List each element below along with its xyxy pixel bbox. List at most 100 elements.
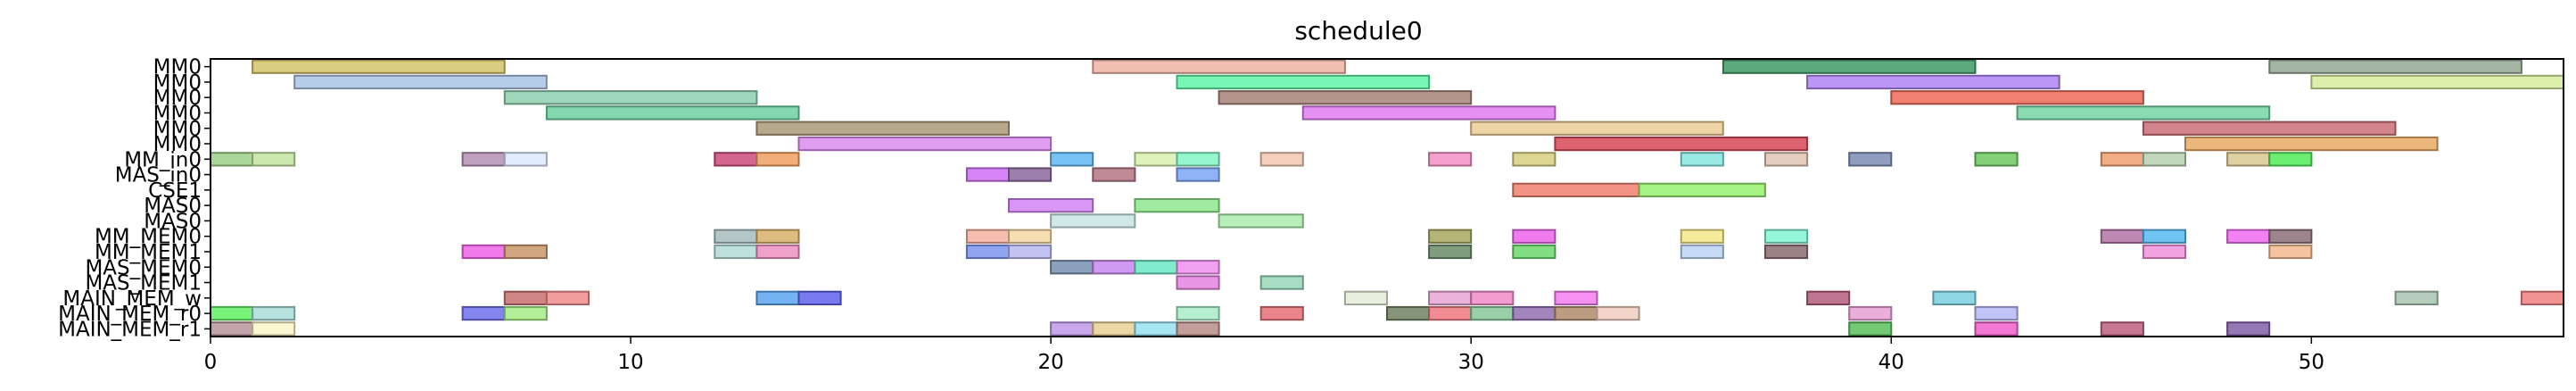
task-bar [461,152,506,167]
task-bar [1134,321,1178,337]
task-bar [1806,74,2060,90]
task-bar [503,290,548,306]
y-tick-label: MAS0 [144,195,202,218]
y-tick-label: MM0 [153,133,202,156]
y-tick-label: MM0 [153,87,202,110]
task-bar [1134,260,1178,275]
task-bar [1343,290,1389,306]
task-bar [1721,59,1977,74]
task-bar [2310,74,2564,90]
task-bar [1008,229,1053,244]
task-bar [210,305,254,321]
x-tick-label: 10 [617,351,643,374]
task-bar [1974,305,2019,321]
task-bar [965,167,1011,182]
task-bar [1218,90,1473,105]
y-tick-label: MM0 [153,71,202,95]
task-bar [797,290,842,306]
task-bar [1470,121,1724,136]
task-bar [2520,290,2564,306]
task-bar [1470,290,1515,306]
task-bar [1008,198,1094,213]
task-bar [252,59,506,74]
task-bar [1596,305,1640,321]
task-bar [1512,152,1556,167]
task-bar [1176,260,1220,275]
task-bar [2142,244,2186,260]
task-bar [1428,229,1473,244]
task-bar [2226,152,2271,167]
task-bar [1974,321,2019,337]
y-tick-label: MAIN_MEM_r1 [58,318,202,341]
task-bar [545,290,590,306]
task-bar [252,321,296,337]
task-bar [1428,244,1473,260]
task-bar [252,305,296,321]
task-bar [1092,59,1346,74]
task-bar [461,305,506,321]
task-bar [1470,305,1515,321]
y-tick-label: MAS_MEM1 [85,272,202,295]
task-bar [1050,213,1136,229]
task-bar [1008,244,1053,260]
task-bar [1386,305,1431,321]
y-tick-labels: MM0MM0MM0MM0MM0MM0MM_in0MAS_in0CSE1MAS0M… [58,56,211,341]
task-bar [1176,305,1220,321]
task-bar [252,152,296,167]
x-tick-label: 30 [1458,351,1484,374]
task-bar [1092,321,1136,337]
x-axis-ticks: 0 10 20 30 40 50 [204,337,2324,374]
x-tick-label: 20 [1038,351,1064,374]
task-bar [2226,229,2271,244]
task-bar [503,244,548,260]
task-bar [1512,229,1556,244]
y-tick-label: MM0 [153,56,202,79]
y-tick-label: MAS_in0 [115,164,202,187]
task-bar [461,244,506,260]
y-tick-label: MM0 [153,118,202,141]
task-bar [2100,152,2144,167]
task-bar [1554,136,1809,152]
task-bar [1218,213,1304,229]
task-bar [2268,244,2313,260]
task-bar [2394,290,2439,306]
task-bar [1512,244,1556,260]
task-bar [1008,167,1053,182]
task-bar [1259,275,1304,290]
task-bar [1176,321,1220,337]
chart-title: schedule0 [1294,16,1422,46]
task-bar [1848,152,1893,167]
task-bar [503,90,758,105]
task-bar [755,229,800,244]
task-bar [2142,152,2186,167]
task-bar [1050,321,1094,337]
task-bar [1134,152,1178,167]
task-bar [1050,152,1094,167]
y-tick-label: MAIN_MEM_w [62,287,202,311]
task-bar [714,244,758,260]
task-bar [1176,275,1220,290]
task-bar [1764,244,1809,260]
task-bar [1680,229,1724,244]
task-bar [714,229,758,244]
task-bar [1092,167,1136,182]
task-bar [1176,74,1431,90]
task-bar [755,152,800,167]
task-bar [1848,321,1893,337]
task-bar [2100,321,2144,337]
x-tick-label: 40 [1878,351,1904,374]
task-bar [755,121,1011,136]
task-bar [545,105,800,121]
task-bar [1974,152,2019,167]
task-bar [1890,90,2144,105]
task-bar [210,321,254,337]
task-bar [755,290,800,306]
y-tick-label: MM0 [153,102,202,125]
task-bars [210,59,2564,337]
task-bar [2226,321,2271,337]
y-tick-label: MAS0 [144,210,202,233]
task-bar [1428,305,1473,321]
task-bar [755,244,800,260]
y-tick-label: MM_in0 [124,148,202,171]
